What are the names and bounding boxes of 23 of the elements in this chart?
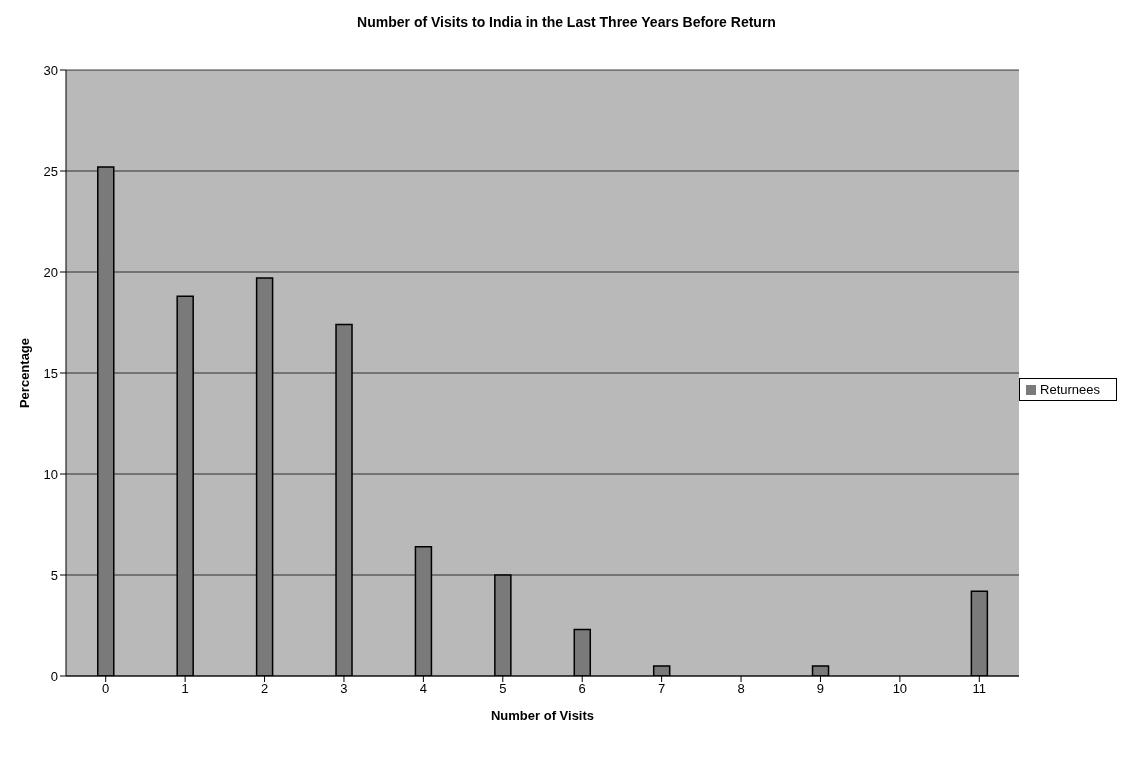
legend-label: Returnees: [1040, 381, 1100, 397]
y-tick-label: 0: [50, 668, 58, 684]
y-axis-title: Percentage: [16, 337, 32, 409]
x-tick-label: 4: [419, 681, 427, 697]
x-tick-label: 6: [578, 681, 586, 697]
x-tick-label: 1: [181, 681, 189, 697]
x-tick-label: 10: [892, 681, 908, 697]
x-tick-label: 0: [102, 681, 110, 697]
x-tick-label: 9: [816, 681, 825, 697]
x-tick-label: 11: [972, 681, 987, 697]
y-tick-label: 20: [43, 264, 58, 280]
y-tick-label: 15: [43, 365, 58, 381]
x-tick-label: 7: [658, 681, 666, 697]
y-tick-label: 5: [50, 567, 58, 583]
x-tick-label: 2: [260, 681, 269, 697]
chart-title: Number of Visits to India in the Last Three Years Before Return: [356, 14, 777, 32]
x-tick-label: 3: [340, 681, 348, 697]
y-tick-label: 25: [43, 163, 58, 179]
y-tick-label: 10: [43, 466, 58, 482]
x-tick-label: 8: [737, 681, 745, 697]
x-axis-title: Number of Visits: [490, 708, 595, 723]
x-tick-label: 5: [499, 681, 507, 697]
y-tick-label: 30: [43, 62, 58, 78]
